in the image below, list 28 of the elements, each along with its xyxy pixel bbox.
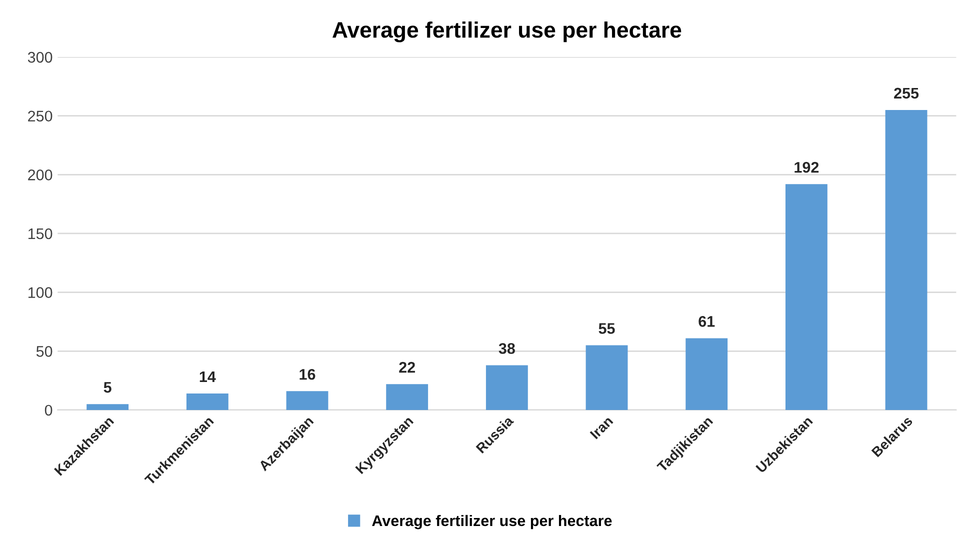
y-tick-label: 250 bbox=[28, 110, 52, 122]
bar bbox=[785, 184, 828, 410]
bar bbox=[386, 384, 428, 410]
y-tick-label: 150 bbox=[28, 228, 52, 240]
legend-label: Average fertilizer use per hectare bbox=[372, 514, 612, 530]
chart-title: Average fertilizer use per hectare bbox=[332, 21, 682, 42]
bar bbox=[686, 338, 728, 410]
y-tick-label: 300 bbox=[28, 52, 52, 63]
data-label: 38 bbox=[498, 343, 515, 354]
bar bbox=[885, 110, 928, 410]
x-tick-label: Iran bbox=[590, 416, 614, 440]
data-label: 255 bbox=[894, 88, 919, 99]
y-tick-label: 200 bbox=[28, 170, 52, 180]
y-tick-label: 50 bbox=[36, 346, 52, 357]
data-label: 14 bbox=[200, 371, 216, 382]
y-tick-label: 100 bbox=[28, 287, 52, 298]
data-label: 16 bbox=[300, 368, 316, 380]
bar bbox=[486, 365, 528, 410]
data-label: 192 bbox=[794, 162, 819, 173]
bar bbox=[586, 345, 628, 410]
y-tick-label: 0 bbox=[44, 404, 52, 416]
data-label: 55 bbox=[598, 323, 615, 334]
bar bbox=[86, 404, 129, 410]
bar bbox=[286, 391, 328, 410]
bar bbox=[186, 393, 228, 410]
data-label: 61 bbox=[698, 316, 715, 327]
data-label: 5 bbox=[104, 382, 112, 393]
data-label: 22 bbox=[399, 362, 415, 373]
